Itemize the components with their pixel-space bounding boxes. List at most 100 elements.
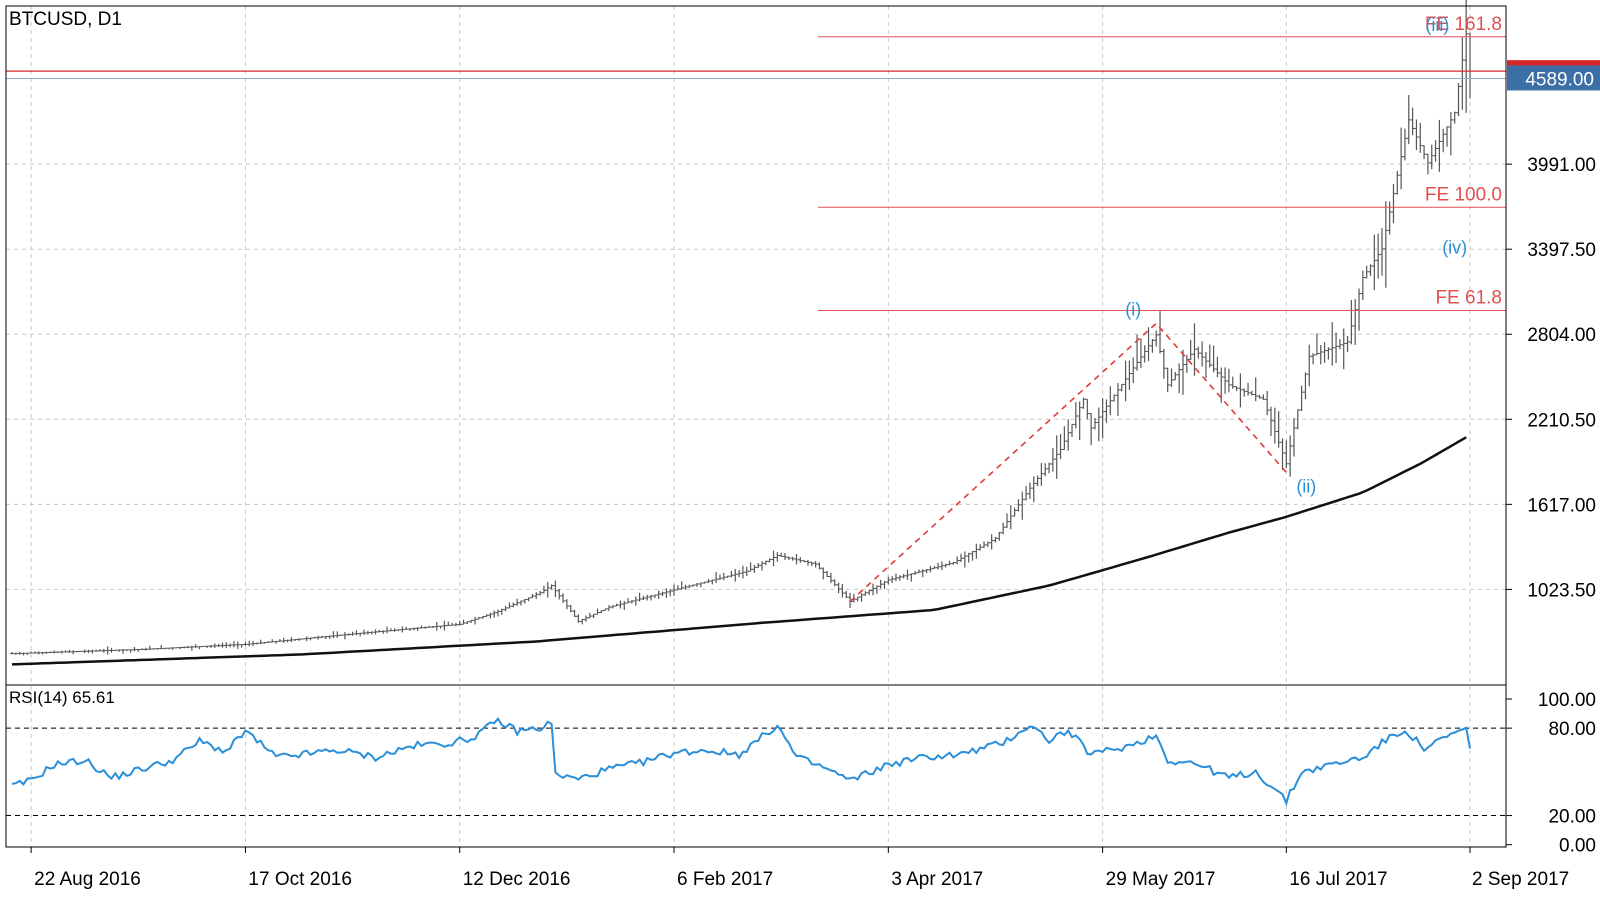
- ohlc-bar: [86, 649, 91, 654]
- ohlc-bar: [955, 556, 960, 565]
- ohlc-bar: [385, 626, 390, 634]
- ohlc-bar: [1299, 385, 1304, 412]
- ohlc-bar: [725, 575, 730, 578]
- ohlc-bar: [1242, 388, 1247, 397]
- ohlc-bar: [1276, 411, 1281, 448]
- ohlc-bar: [813, 561, 818, 568]
- ohlc-bar: [484, 614, 489, 618]
- ohlc-bar: [576, 614, 581, 623]
- rsi-tick-label: 100.00: [1538, 690, 1596, 711]
- ohlc-bar: [277, 639, 282, 643]
- ohlc-bar: [652, 594, 657, 599]
- ohlc-bar: [101, 648, 106, 653]
- ohlc-bar: [633, 596, 638, 606]
- ohlc-bar: [1081, 397, 1086, 409]
- ohlc-bar: [1223, 367, 1228, 394]
- ohlc-bar: [572, 609, 577, 617]
- ohlc-bar: [1399, 127, 1404, 190]
- ohlc-bar: [1131, 357, 1136, 384]
- axis-labels-layer: 3991.00 3397.50 2804.00 2210.50 1617.00 1023.…: [30, 60, 1600, 890]
- current-price-label: 4589.00: [1525, 69, 1594, 90]
- ohlc-bar: [1043, 463, 1048, 477]
- ohlc-bar: [331, 631, 336, 639]
- ohlc-bar: [1177, 363, 1182, 394]
- ohlc-bar: [1226, 368, 1231, 393]
- ohlc-bar: [1395, 170, 1400, 195]
- grid-lines: [6, 6, 1506, 847]
- ohlc-bar: [396, 629, 401, 632]
- ohlc-bar: [538, 590, 543, 596]
- ohlc-bar: [553, 580, 558, 597]
- x-tick-label: 2 Sep 2017: [1472, 869, 1569, 890]
- ohlc-bar: [545, 581, 550, 598]
- ohlc-bar: [492, 610, 497, 618]
- ohlc-bar: [415, 627, 420, 631]
- ohlc-bar: [1115, 383, 1120, 416]
- ohlc-bar: [465, 621, 470, 624]
- ohlc-bar: [878, 579, 883, 589]
- ohlc-bar: [740, 565, 745, 579]
- ohlc-bar: [335, 631, 340, 638]
- chart-frame: [5, 5, 1507, 848]
- ohlc-bar: [1238, 373, 1243, 408]
- ohlc-bar: [1127, 360, 1132, 390]
- ohlc-bar: [836, 582, 841, 594]
- ohlc-bar: [201, 645, 206, 648]
- ohlc-bar: [1383, 201, 1388, 288]
- ohlc-bar: [733, 568, 738, 582]
- moving-average-line: [11, 436, 1467, 666]
- ohlc-bar: [622, 600, 627, 611]
- ohlc-bar: [997, 531, 1002, 541]
- ohlc-bar: [1253, 377, 1258, 402]
- ohlc-bar: [660, 591, 665, 597]
- ohlc-bar: [281, 637, 286, 643]
- ohlc-bar: [1192, 323, 1197, 376]
- ohlc-bar: [779, 552, 784, 557]
- ohlc-bar: [44, 651, 49, 654]
- ohlc-bar: [1012, 507, 1017, 517]
- ohlc-bar: [17, 651, 22, 655]
- ohlc-bar: [1429, 144, 1434, 170]
- ohlc-bar: [75, 651, 80, 653]
- ohlc-bar: [25, 652, 30, 655]
- ohlc-bar: [1330, 322, 1335, 366]
- ohlc-bar: [392, 628, 397, 632]
- x-tick-label: 16 Jul 2017: [1289, 869, 1387, 890]
- ohlc-bar: [1425, 153, 1430, 175]
- ohlc-bar: [90, 649, 95, 654]
- ohlc-bar: [231, 641, 236, 648]
- rsi-title: RSI(14) 65.61: [9, 688, 115, 707]
- ohlc-bar: [924, 569, 929, 574]
- ohlc-bar: [1215, 356, 1220, 378]
- ohlc-bar: [339, 634, 344, 636]
- ohlc-bar: [316, 635, 321, 640]
- ohlc-bar: [1322, 342, 1327, 363]
- ohlc-bar: [943, 563, 948, 568]
- y-tick-label: 2804.00: [1527, 325, 1596, 346]
- wave-label: (iv): [1442, 237, 1467, 257]
- ohlc-bar: [561, 593, 566, 603]
- ohlc-bar: [1161, 348, 1166, 379]
- ohlc-bar: [641, 595, 646, 600]
- ohlc-bar: [1341, 328, 1346, 370]
- ohlc-bar: [117, 649, 122, 652]
- ohlc-bar: [1433, 140, 1438, 162]
- ohlc-bar: [1050, 447, 1055, 472]
- ohlc-bar: [568, 604, 573, 613]
- ohlc-bar: [691, 584, 696, 587]
- ohlc-bar: [1184, 354, 1189, 373]
- ohlc-bar: [1307, 344, 1312, 387]
- ohlc-bar: [526, 597, 531, 602]
- ohlc-bar: [186, 645, 191, 649]
- ohlc-bar: [790, 556, 795, 561]
- ohlc-bar: [446, 621, 451, 627]
- fib-label: FE 161.8: [1425, 14, 1502, 35]
- ohlc-bar: [319, 635, 324, 638]
- ohlc-bar: [863, 591, 868, 596]
- ohlc-bar: [1154, 330, 1159, 347]
- ohlc-bar: [503, 605, 508, 612]
- ohlc-bar: [327, 635, 332, 639]
- ohlc-bar: [323, 635, 328, 640]
- ohlc-bar: [1031, 476, 1036, 503]
- ohlc-bar: [737, 569, 742, 578]
